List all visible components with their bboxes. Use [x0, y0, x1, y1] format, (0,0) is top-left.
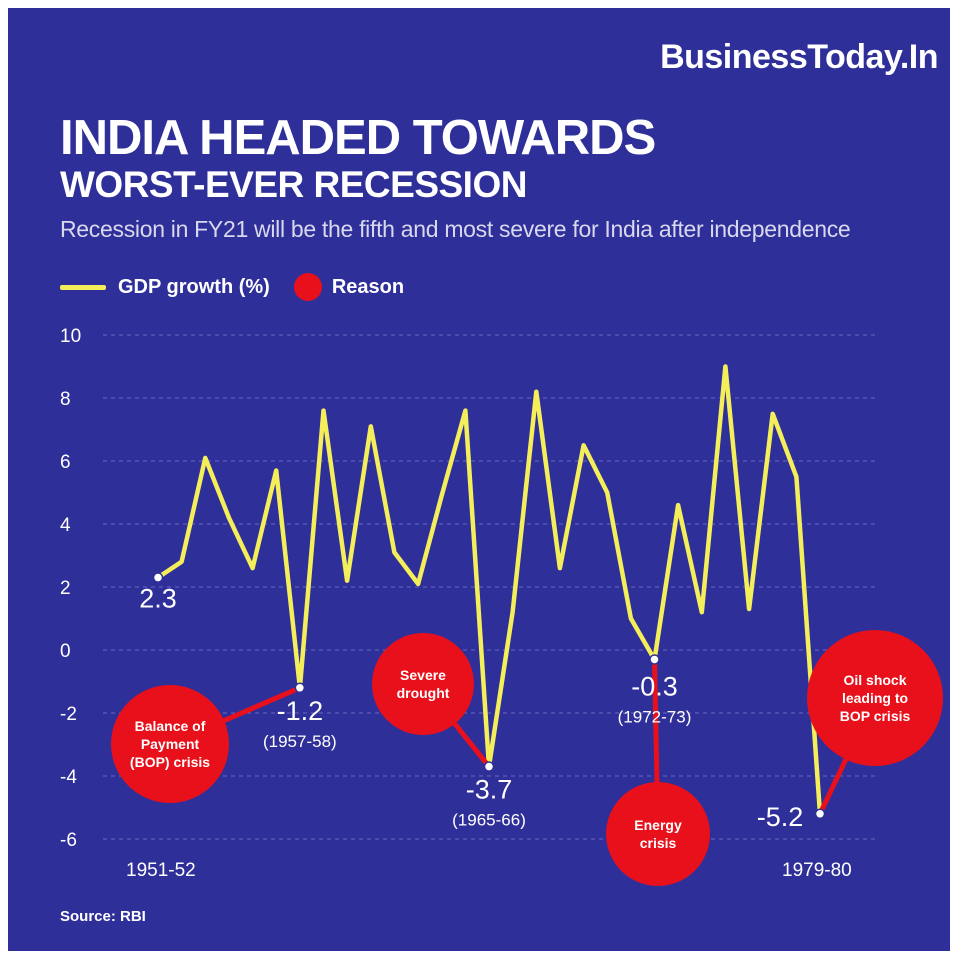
headline: INDIA HEADED TOWARDS: [60, 111, 656, 165]
reason-bubble: [372, 633, 474, 735]
infographic-card: BusinessToday.In INDIA HEADED TOWARDS WO…: [8, 8, 950, 951]
y-tick-label: 8: [60, 389, 71, 410]
y-tick-label: 6: [60, 452, 71, 473]
x-tick-label: 1979-80: [782, 860, 852, 881]
headline-line2: WORST-EVER RECESSION: [60, 164, 527, 205]
reason-text: drought: [397, 685, 450, 701]
reason-text: (BOP) crisis: [130, 754, 210, 770]
reason-text: Severe: [400, 667, 446, 683]
annotated-point: [814, 808, 826, 820]
legend-dot-swatch: [293, 273, 322, 301]
x-tick-label: 1951-52: [126, 860, 196, 881]
reason-text: Energy: [634, 817, 682, 833]
annotated-point: [649, 654, 660, 665]
annotation-value: -5.2: [757, 802, 804, 832]
subtitle: Recession in FY21 will be the fifth and …: [60, 216, 851, 242]
y-tick-label: -2: [60, 704, 77, 725]
annotation-value: -1.2: [277, 696, 324, 726]
y-tick-label: 0: [60, 641, 71, 662]
legend-dot-label: Reason: [331, 275, 405, 298]
legend-line-label: GDP growth (%): [118, 275, 270, 298]
annotation-value: -3.7: [466, 775, 513, 805]
reason-text: crisis: [640, 835, 677, 851]
annotation-period: (1965-66): [452, 811, 526, 830]
reason-bubble: [606, 782, 710, 886]
annotated-point: [294, 682, 306, 694]
brand-logo: BusinessToday.In: [660, 38, 938, 76]
reason-text: Payment: [141, 736, 200, 752]
reason-text: BOP crisis: [840, 708, 911, 724]
legend: GDP growth (%) Reason: [60, 273, 405, 301]
annotated-point: [152, 572, 164, 583]
y-tick-label: 4: [60, 515, 71, 536]
reason-text: Oil shock: [843, 672, 906, 688]
gdp-growth-line: [155, 364, 823, 817]
reason-bubble: [807, 630, 943, 766]
legend-line-swatch: [60, 284, 106, 290]
annotation-value: -0.3: [631, 671, 678, 701]
y-tick-label: -6: [60, 830, 77, 851]
y-tick-label: 2: [60, 578, 71, 599]
gdp-chart: 10 8 6 4 2 0 -2 -4 -6 1951-52 1979-80 Balance of Pay…: [60, 326, 943, 886]
y-tick-label: 10: [60, 326, 81, 347]
annotation-period: (1957-58): [263, 732, 337, 751]
source-note: Source: RBI: [60, 908, 146, 925]
annotated-point: [483, 761, 495, 772]
reason-text: Balance of: [135, 718, 206, 734]
reason-text: leading to: [842, 690, 908, 706]
annotation-period: (1972-73): [618, 707, 692, 726]
y-tick-label: -4: [60, 767, 77, 788]
reason-bubble: [111, 685, 229, 803]
annotation-value: 2.3: [139, 584, 177, 614]
